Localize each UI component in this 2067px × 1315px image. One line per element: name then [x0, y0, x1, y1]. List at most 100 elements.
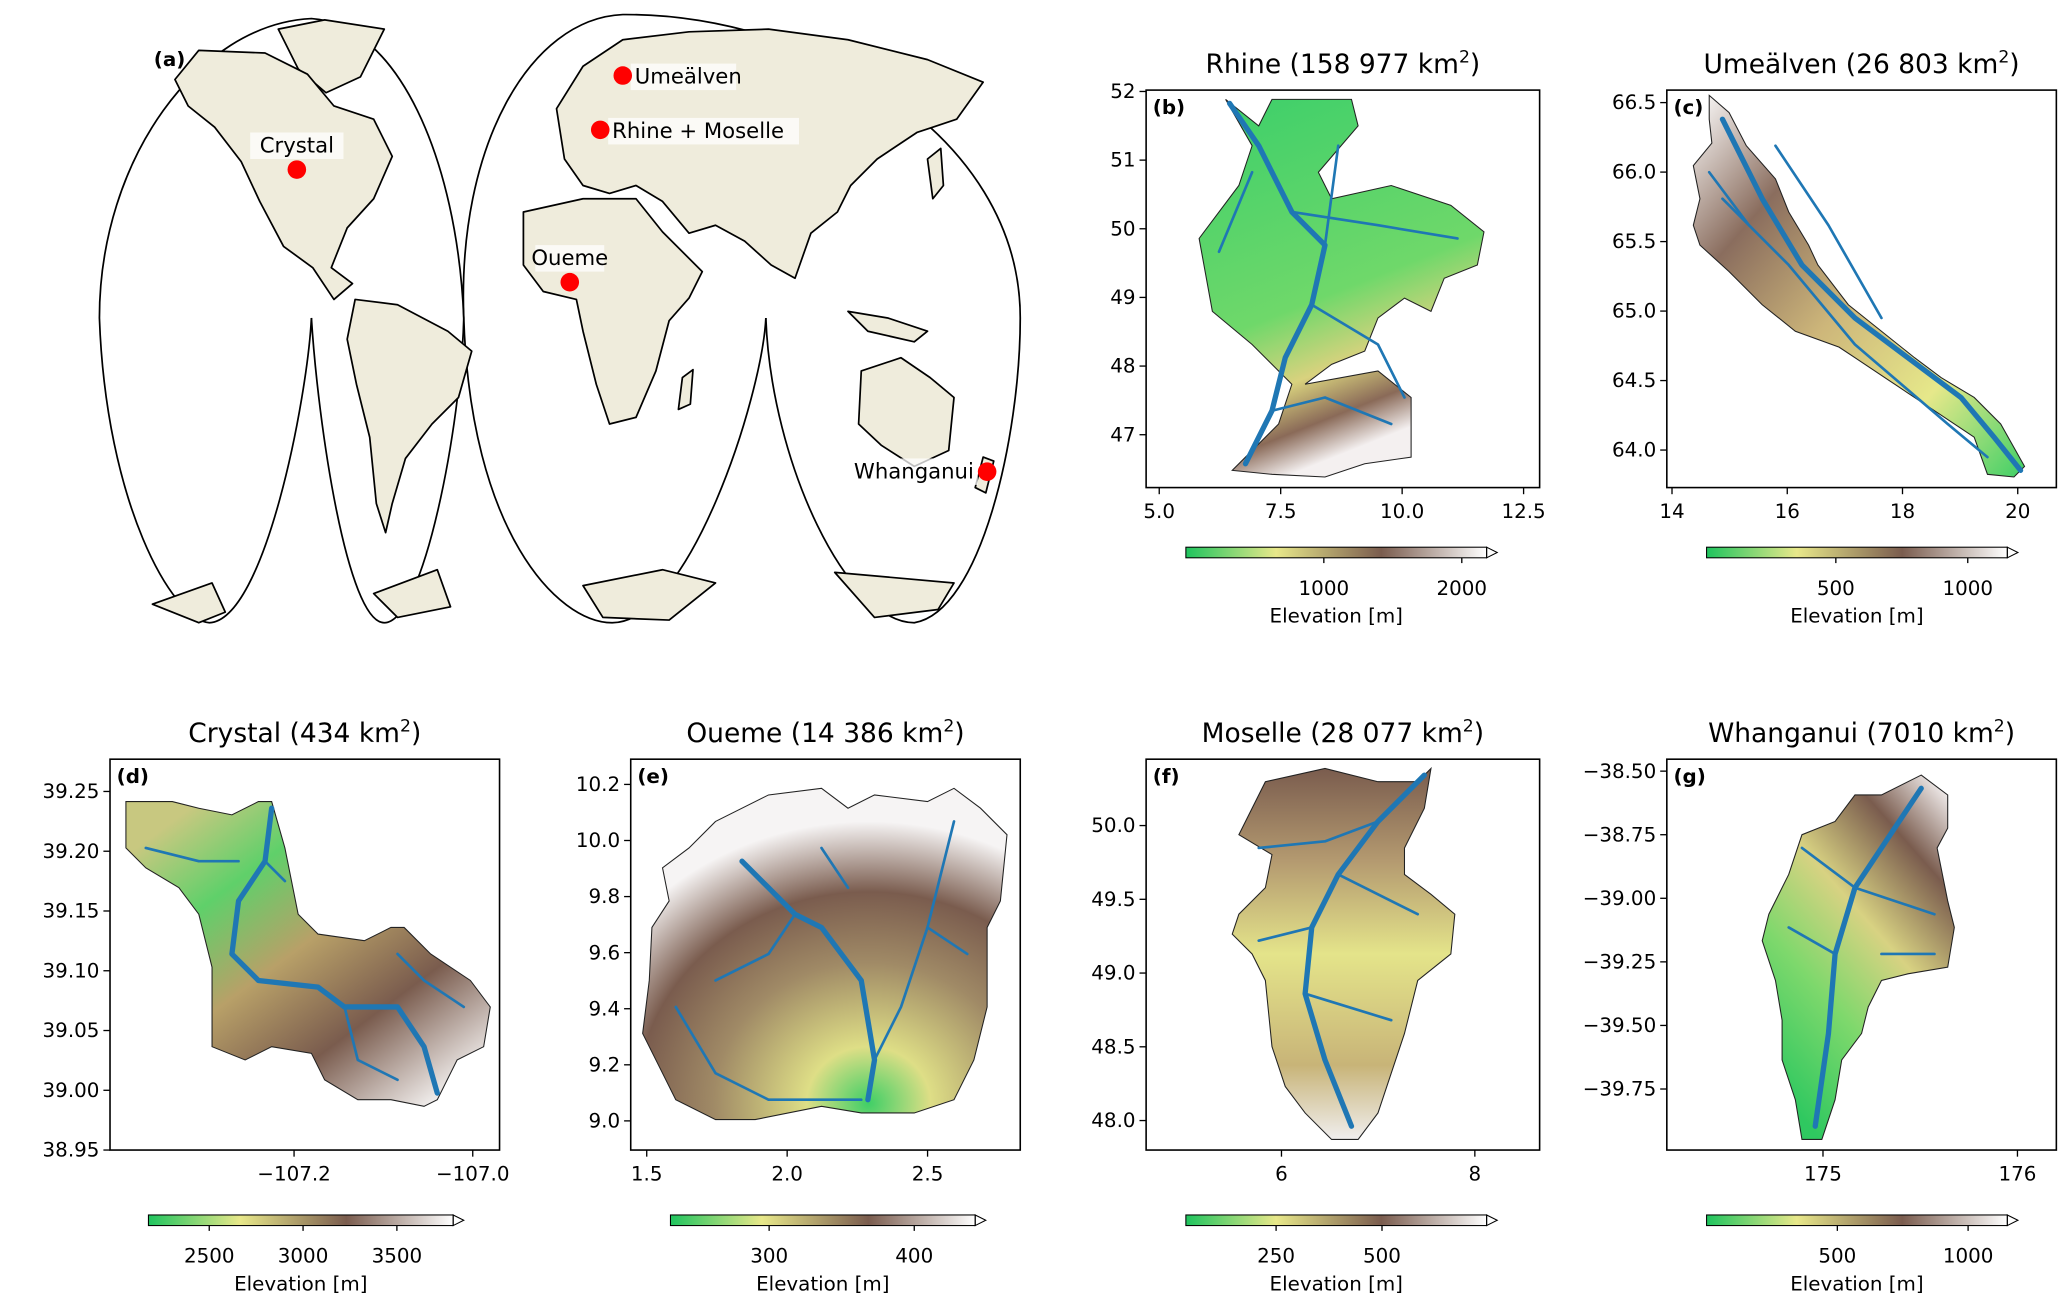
colorbar-extend-arrow: [1486, 1214, 1499, 1227]
colorbar-label: Elevation [m]: [1790, 605, 1923, 628]
colorbar-tick-label: 300: [750, 1245, 788, 1268]
colorbar-frame: [1706, 546, 2008, 559]
title-end: ): [954, 718, 964, 749]
location-dot: [977, 462, 997, 481]
river-line: [229, 805, 440, 1096]
colorbar-tick-label: 500: [1818, 1245, 1856, 1268]
map-outline: [98, 13, 1022, 624]
y-tick-label: −39.25: [1583, 950, 1657, 973]
location-label: Whanganui: [854, 458, 974, 483]
title-end: ): [2009, 49, 2019, 80]
x-tick-label: 7.5: [1265, 500, 1297, 523]
x-tick-label: 6: [1275, 1163, 1288, 1186]
australia: [857, 356, 955, 468]
colorbar: 300 400 Elevation [m]: [669, 1214, 987, 1295]
colorbar-tick-label: 1000: [1299, 577, 1350, 600]
panel-label: (d): [117, 765, 149, 788]
axes-frame: [1145, 89, 1541, 489]
x-tick-label: 2.0: [771, 1163, 803, 1186]
y-tick-label: 39.25: [43, 780, 100, 803]
y-tick-label: 66.0: [1612, 161, 1656, 184]
y-tick-label: 48.0: [1091, 1109, 1135, 1132]
y-tick-label: 48: [1110, 355, 1135, 378]
x-tick-label: 175: [1804, 1163, 1842, 1186]
location-dot: [613, 66, 633, 85]
location-label: Umeälven: [635, 63, 742, 88]
x-tick-label: 176: [1999, 1163, 2037, 1186]
title-text: Crystal (434 km: [188, 718, 400, 749]
y-tick-label: 52: [1110, 80, 1135, 103]
y-tick-label: 49.5: [1091, 888, 1135, 911]
river-line: [1323, 144, 1340, 247]
colorbar-gradient: [1185, 1214, 1487, 1226]
location-label: Rhine + Moselle: [612, 118, 784, 143]
river-line: [820, 846, 850, 890]
basin-panel: Rhine (158 977 km2) (b) 5.0 7.5 10.0 12.5 47 48…: [1110, 47, 1545, 627]
title-end: ): [411, 718, 421, 749]
location-label: Oueme: [531, 245, 608, 270]
y-tick-label: 9.8: [589, 885, 621, 908]
y-tick-label: 49.0: [1091, 962, 1135, 985]
panel-label: (g): [1673, 765, 1705, 788]
location-marker[interactable]: Oueme: [531, 245, 608, 292]
y-tick-label: 9.6: [589, 941, 621, 964]
location-marker[interactable]: Rhine + Moselle: [590, 118, 799, 145]
x-tick-label: 12.5: [1501, 500, 1545, 523]
panel-title: Crystal (434 km2): [188, 716, 421, 749]
colorbar: 1000 2000 Elevation [m]: [1185, 546, 1499, 628]
river-line: [396, 952, 466, 1009]
y-tick-label: 50: [1110, 217, 1135, 240]
y-tick-label: 10.2: [576, 773, 620, 796]
x-tick-label: 20: [2005, 500, 2030, 523]
location-marker[interactable]: Whanganui: [854, 458, 997, 485]
africa: [522, 197, 704, 425]
panel-title: Moselle (28 077 km2): [1202, 716, 1484, 749]
title-text: Oueme (14 386 km: [686, 718, 943, 749]
river-line: [343, 1005, 399, 1082]
basin-panel: Moselle (28 077 km2) (f) 6 8 48.0 48.5 49.0 49.…: [1091, 716, 1541, 1295]
location-marker[interactable]: Crystal: [250, 132, 344, 179]
label-background: [630, 63, 737, 91]
y-tick-label: 51: [1110, 149, 1135, 172]
location-marker[interactable]: Umeälven: [613, 63, 742, 91]
colorbar-gradient: [1706, 1214, 2008, 1226]
basin-panel: Whanganui (7010 km2)(g)175 176−39.75−39.5…: [1583, 716, 2058, 1295]
antarctica-2: [372, 568, 452, 619]
x-tick-label: 18: [1890, 500, 1915, 523]
panel-label: (b): [1153, 96, 1185, 119]
y-tick-label: 65.0: [1612, 300, 1656, 323]
x-tick-label: 16: [1775, 500, 1800, 523]
basin-panel: Crystal (434 km2) (d) −107.2 −107.0 38.95 39.…: [43, 716, 510, 1295]
colorbar-extend-arrow: [2006, 1214, 2020, 1227]
y-tick-label: 49: [1110, 286, 1135, 309]
y-tick-label: −39.50: [1583, 1014, 1657, 1037]
river-line: [1721, 197, 1989, 459]
y-tick-label: 10.0: [576, 829, 620, 852]
colorbar-frame: [669, 1214, 976, 1227]
antarctica-4: [833, 571, 955, 619]
river-line: [263, 859, 287, 883]
colorbar-frame: [1185, 546, 1488, 559]
label-background: [860, 458, 978, 485]
title-end: ): [2005, 718, 2015, 749]
location-dot: [560, 272, 580, 292]
eurasia: [555, 28, 985, 280]
river-line: [926, 926, 969, 956]
basin-elevation: [1761, 774, 1955, 1140]
north-america: [174, 49, 394, 301]
label-background: [250, 132, 344, 159]
x-tick-label: 2.5: [912, 1163, 944, 1186]
x-tick-label: 5.0: [1143, 500, 1175, 523]
panel-title: Oueme (14 386 km2): [686, 716, 964, 749]
antarctica-3: [582, 568, 717, 621]
basin-elevation: [1692, 94, 2026, 478]
river-line: [1303, 992, 1393, 1022]
colorbar-label: Elevation [m]: [1790, 1272, 1923, 1295]
colorbar-tick-label: 3000: [278, 1245, 329, 1268]
y-tick-label: −38.50: [1583, 760, 1657, 783]
x-tick-label: 14: [1659, 500, 1684, 523]
river-line: [739, 858, 878, 1103]
colorbar-tick-label: 2500: [184, 1245, 235, 1268]
colorbar-gradient: [1706, 547, 2008, 558]
